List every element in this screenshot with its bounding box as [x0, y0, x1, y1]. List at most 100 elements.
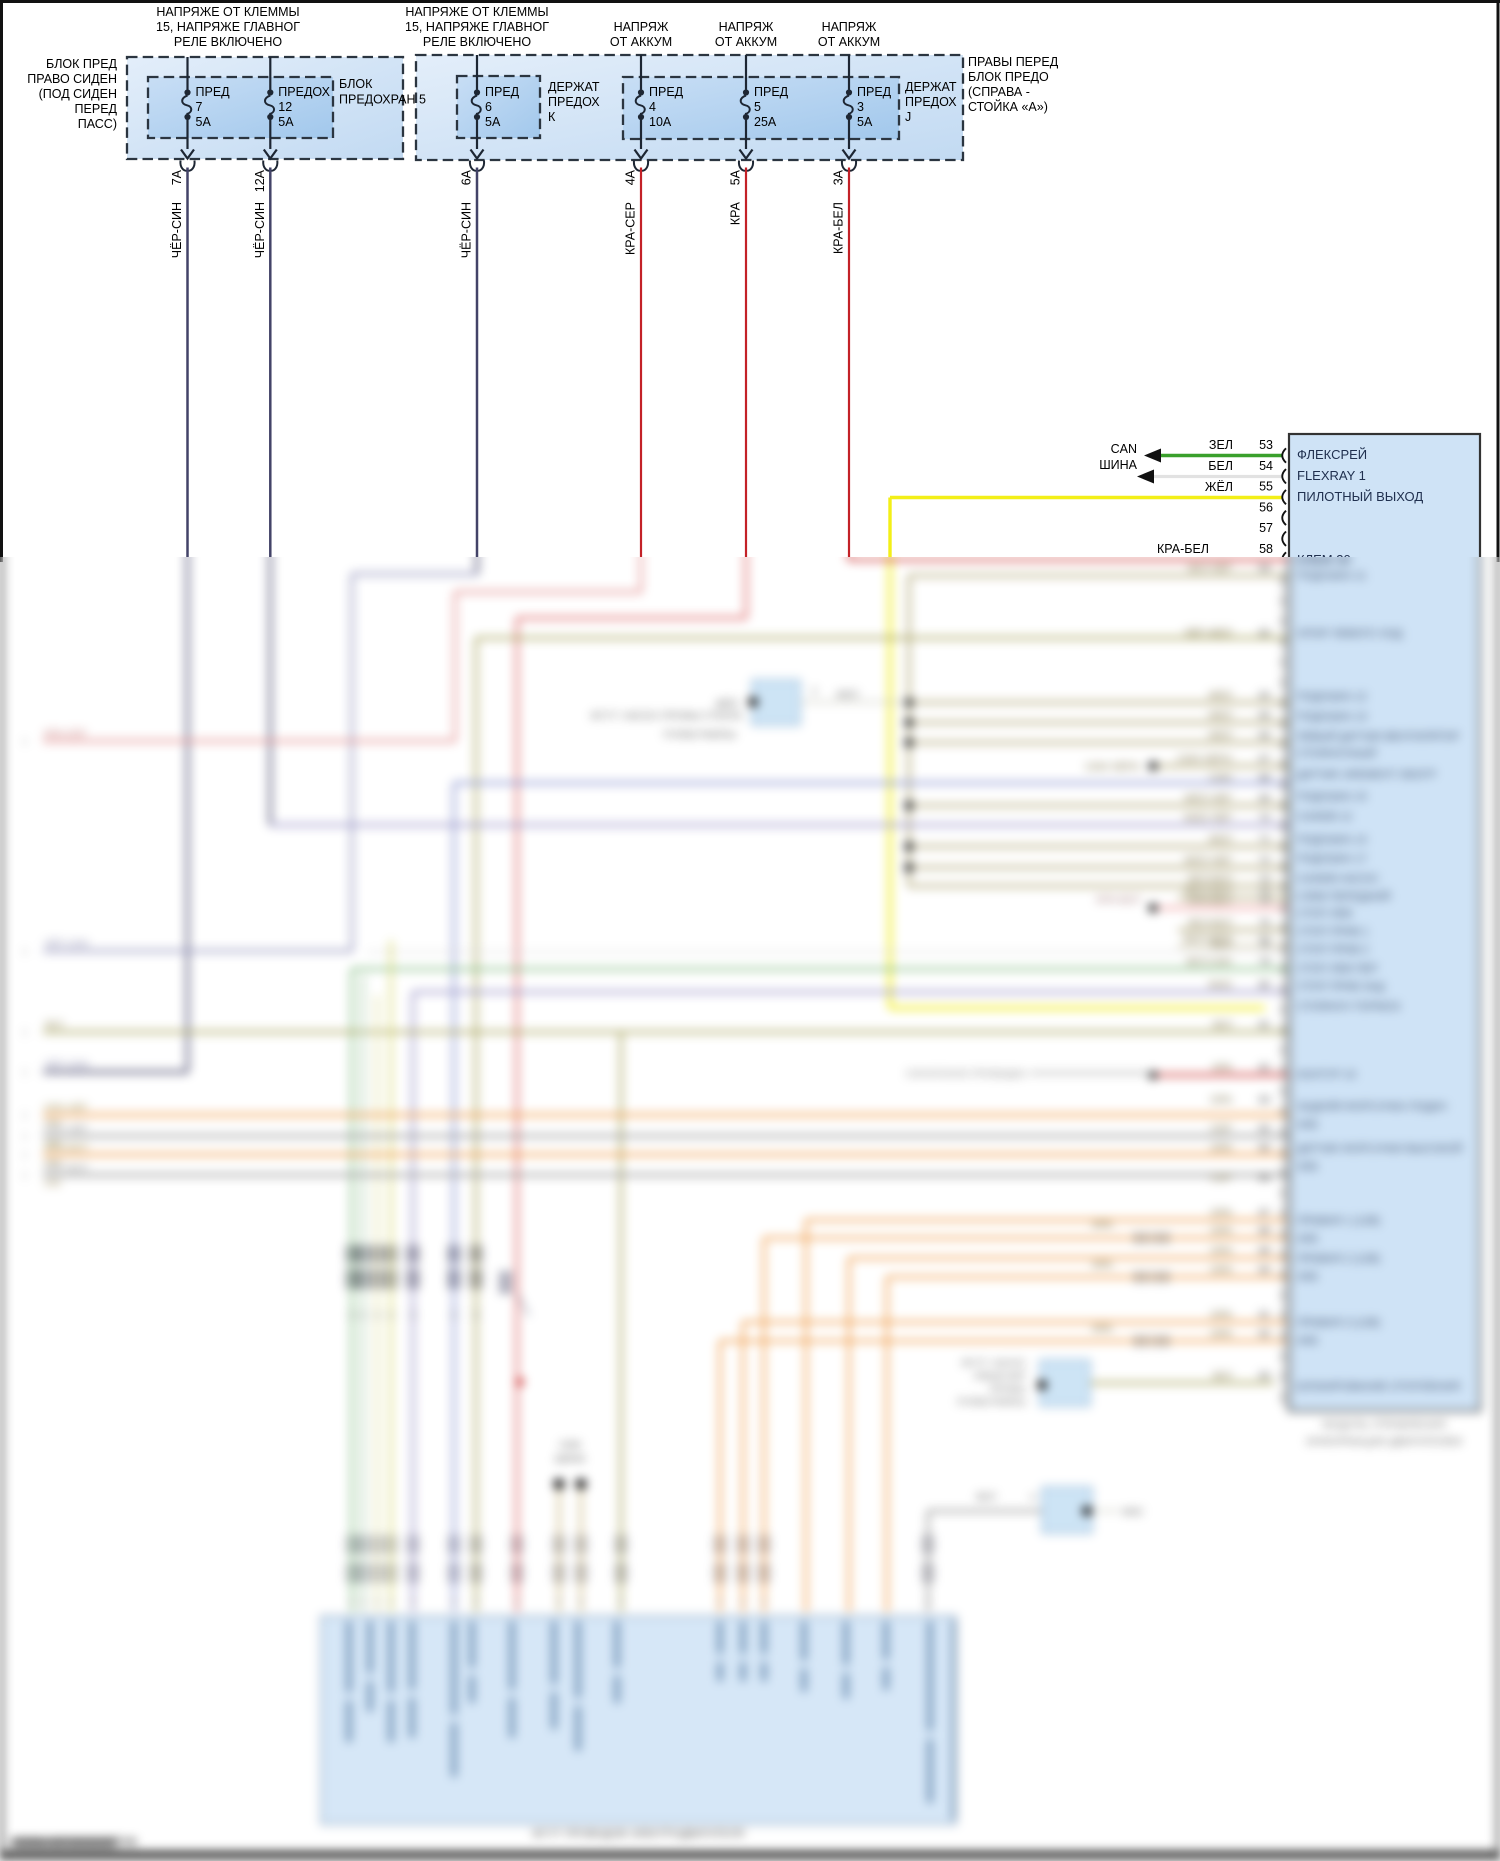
- svg-text:БЛОК: БЛОК: [339, 77, 373, 91]
- svg-text:8: 8: [557, 1598, 562, 1607]
- svg-text:1: 1: [23, 737, 28, 746]
- svg-text:ЧЁР-СИН: ЧЁР-СИН: [44, 938, 89, 950]
- svg-text:75: 75: [1259, 896, 1271, 907]
- svg-text:1: 1: [23, 947, 28, 956]
- svg-text:(СПРАВА -: (СПРАВА -: [968, 85, 1030, 99]
- svg-text:РЕЛЕ ВКЛЮЧЕНО: РЕЛЕ ВКЛЮЧЕНО: [423, 35, 531, 49]
- svg-text:КРА-БЕЛ: КРА-БЕЛ: [1188, 895, 1232, 907]
- svg-text:СИН-ЧЁРН: СИН-ЧЁРН: [1085, 761, 1140, 773]
- svg-text:7А: 7А: [170, 169, 184, 185]
- svg-text:67: 67: [1259, 754, 1271, 765]
- svg-text:ЖГУТ ПРОВОДОВ ЭЛЕКТРОДВИГАТЕЛЯ: ЖГУТ ПРОВОДОВ ЭЛЕКТРОДВИГАТЕЛЯ: [532, 1828, 744, 1840]
- svg-text:ЖЁЛ: ЖЁЛ: [1205, 480, 1233, 494]
- svg-text:САЖЕВ 12: САЖЕВ 12: [1297, 811, 1352, 823]
- svg-text:СХЕМЫ-АВТОМОБИЛЕЙ.РФ: СХЕМЫ-АВТОМОБИЛЕЙ.РФ: [12, 1836, 137, 1847]
- svg-text:БЕЛ: БЕЛ: [1208, 459, 1233, 473]
- svg-text:ДЕРЖАТ: ДЕРЖАТ: [905, 80, 957, 94]
- svg-text:КРА-СЕР: КРА-СЕР: [624, 202, 638, 255]
- svg-text:12: 12: [278, 100, 292, 114]
- svg-text:2АБ: 2АБ: [44, 1139, 61, 1149]
- svg-text:СТОП ЛЕВ ПЕР: СТОП ЛЕВ ПЕР: [1297, 963, 1378, 975]
- svg-text:ЖГУТ: НАСОС-ПРОМЫ СТЕКЛА: ЖГУТ: НАСОС-ПРОМЫ СТЕКЛА: [590, 711, 742, 722]
- svg-text:БЕЛ-ЖЁЛ: БЕЛ-ЖЁЛ: [1184, 933, 1232, 945]
- svg-text:ШИНА: ШИНА: [555, 1454, 586, 1465]
- svg-text:74: 74: [1259, 886, 1271, 897]
- svg-text:ПРЕДОХ: ПРЕДОХ: [905, 95, 957, 109]
- svg-text:ЗЕЛ: ЗЕЛ: [1212, 1370, 1232, 1382]
- svg-text:82: 82: [1259, 1063, 1271, 1074]
- svg-text:FLEXRAY 1: FLEXRAY 1: [1297, 468, 1366, 483]
- svg-text:4: 4: [649, 100, 656, 114]
- svg-text:ЖЁЛ: ЖЁЛ: [1208, 730, 1232, 742]
- svg-text:8: 8: [762, 1598, 767, 1607]
- svg-text:ПИЛОТНЫЙ ВЫХОД: ПИЛОТНЫЙ ВЫХОД: [1297, 489, 1423, 504]
- svg-text:CAN: CAN: [559, 1440, 580, 1451]
- svg-text:92: 92: [1259, 1329, 1271, 1340]
- svg-text:СЕР-ЧЁР: СЕР-ЧЁР: [44, 1123, 88, 1135]
- svg-text:83: 83: [1259, 1095, 1271, 1106]
- svg-text:КЛЕМ 30: КЛЕМ 30: [1297, 557, 1351, 567]
- svg-text:АКБ: АКБ: [1297, 1271, 1318, 1283]
- svg-text:ЖЁЛ-БЕЛ: ЖЁЛ-БЕЛ: [1184, 885, 1232, 897]
- svg-text:78: 78: [1259, 940, 1271, 951]
- svg-text:ИНФОРМАЦИИ ДВИГАТЕЛЕМ: ИНФОРМАЦИИ ДВИГАТЕЛЕМ: [1306, 1436, 1462, 1448]
- svg-text:СЕР: СЕР: [1210, 1123, 1232, 1135]
- svg-text:АКБ: АКБ: [1297, 1233, 1318, 1245]
- svg-text:ЗЕЛ: ЗЕЛ: [1212, 1019, 1232, 1031]
- svg-text:ЗЕЛ: ЗЕЛ: [44, 1020, 63, 1031]
- svg-text:ОРА: ОРА: [1211, 1264, 1232, 1276]
- svg-text:1: 1: [23, 1068, 28, 1077]
- svg-text:ОМЫВ ФАР: ОМЫВ ФАР: [974, 1371, 1026, 1382]
- svg-text:СЕР-БЕЛ: СЕР-БЕЛ: [44, 1163, 88, 1174]
- svg-text:81: 81: [1259, 1020, 1271, 1031]
- svg-text:8: 8: [718, 1598, 723, 1607]
- svg-text:МАС: МАС: [1122, 1507, 1144, 1518]
- svg-text:ШИНА: ШИНА: [1099, 458, 1137, 472]
- svg-text:ПОДУШКА 15: ПОДУШКА 15: [1297, 791, 1367, 803]
- svg-text:НАПРЯЖЕ ОТ КЛЕММЫ: НАПРЯЖЕ ОТ КЛЕММЫ: [156, 5, 299, 19]
- svg-text:КРА-СЕР: КРА-СЕР: [44, 729, 87, 740]
- svg-text:БЛОКИРОВАНИЕ ОТОПЛЕНИЯ: БЛОКИРОВАНИЕ ОТОПЛЕНИЯ: [1297, 1381, 1460, 1393]
- svg-text:КРА: КРА: [1093, 1219, 1112, 1231]
- svg-text:ПОДУШКА 12: ПОДУШКА 12: [1297, 691, 1367, 703]
- svg-text:5А: 5А: [729, 169, 743, 185]
- svg-text:СТОП ПРАВ 2: СТОП ПРАВ 2: [1297, 944, 1369, 956]
- svg-text:ЧЁР-ЖЁЛ: ЧЁР-ЖЁЛ: [1184, 627, 1232, 639]
- svg-text:56: 56: [1259, 500, 1273, 514]
- svg-text:ОТ АККУМ: ОТ АККУМ: [818, 35, 880, 49]
- svg-text:ОРА: ОРА: [1211, 1207, 1232, 1219]
- svg-text:25А: 25А: [754, 115, 777, 129]
- svg-text:ЧЁР-СИН: ЧЁР-СИН: [253, 202, 267, 258]
- svg-text:64: 64: [1259, 691, 1271, 702]
- svg-text:15, НАПРЯЖЕ ГЛАВНОГ: 15, НАПРЯЖЕ ГЛАВНОГ: [405, 20, 549, 34]
- svg-text:85: 85: [1259, 1143, 1271, 1154]
- svg-text:ЗЕЛ-БЕЛ: ЗЕЛ-БЕЛ: [1187, 917, 1232, 929]
- svg-text:ЗЕЛ-ЧЁР: ЗЕЛ-ЧЁР: [1187, 563, 1232, 575]
- svg-text:ПРЕДОХ: ПРЕДОХ: [278, 85, 330, 99]
- svg-text:ЗАДНЯЯ ФОРСУНКА ПОДАЧ: ЗАДНЯЯ ФОРСУНКА ПОДАЧ: [1297, 1101, 1447, 1113]
- svg-text:НАПРЯЖ: НАПРЯЖ: [719, 20, 774, 34]
- svg-text:5А: 5А: [196, 115, 212, 129]
- svg-text:86: 86: [1259, 1173, 1271, 1184]
- svg-text:ПОДУШКА 13: ПОДУШКА 13: [1297, 711, 1367, 723]
- svg-text:КРА: КРА: [1213, 1062, 1232, 1074]
- svg-text:ОРА: ОРА: [1211, 1245, 1232, 1257]
- svg-text:CAN: CAN: [1111, 442, 1137, 456]
- svg-text:БЕЛ: БЕЛ: [976, 1492, 996, 1503]
- svg-text:8: 8: [579, 1598, 584, 1607]
- svg-text:ЖГУТ: НАСОС: ЖГУТ: НАСОС: [961, 1358, 1026, 1369]
- svg-text:РЕЛЕ ВКЛЮЧЕНО: РЕЛЕ ВКЛЮЧЕНО: [174, 35, 282, 49]
- svg-text:70: 70: [1259, 813, 1271, 824]
- svg-text:8: 8: [926, 1598, 931, 1607]
- svg-text:57: 57: [1259, 521, 1273, 535]
- svg-text:12: 12: [348, 1311, 357, 1320]
- svg-text:НАПРЯЖ: НАПРЯЖ: [822, 20, 877, 34]
- svg-text:59: 59: [1259, 564, 1271, 575]
- svg-text:БЕЛ: БЕЛ: [1211, 939, 1232, 951]
- svg-text:ПРАВО СИДЕН: ПРАВО СИДЕН: [27, 72, 117, 86]
- svg-text:ЛЕВЫЙ ДАТЧИК ВЕНТИЛЯТОР: ЛЕВЫЙ ДАТЧИК ВЕНТИЛЯТОР: [1297, 730, 1459, 743]
- svg-text:СТОП ПРАВ ЗАД: СТОП ПРАВ ЗАД: [1297, 981, 1385, 993]
- svg-text:4: 4: [1030, 1492, 1035, 1502]
- svg-text:ПРОМЫ: ПРОМЫ: [989, 1384, 1026, 1395]
- svg-text:8: 8: [619, 1598, 624, 1607]
